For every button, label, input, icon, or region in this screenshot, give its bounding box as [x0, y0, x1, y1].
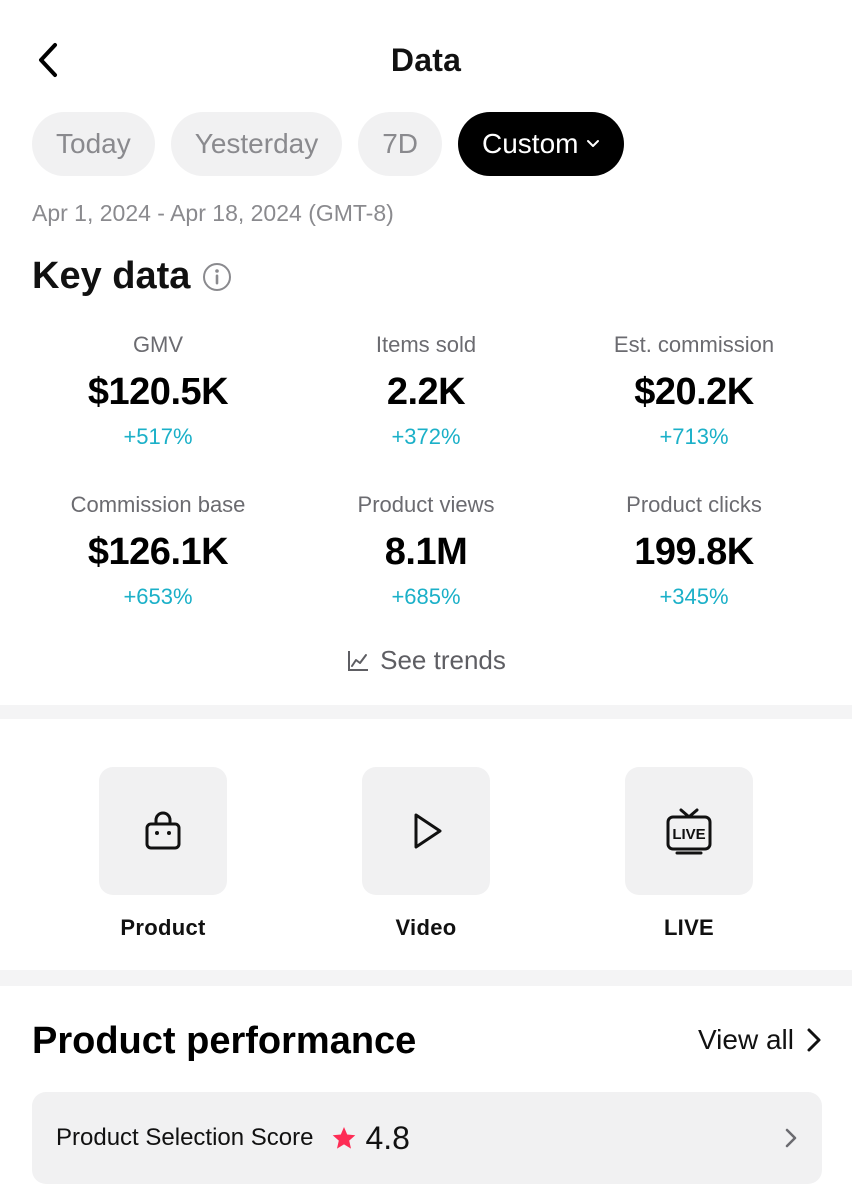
metric-value: $20.2K: [634, 371, 754, 413]
metric-value: 2.2K: [386, 371, 466, 413]
view-all-link[interactable]: View all: [698, 1024, 822, 1056]
shopping-bag-icon: [145, 811, 181, 850]
metrics-grid: GMV $120.5K +517% Items sold 2.2K +372% …: [24, 330, 828, 610]
score-label: Product Selection Score: [56, 1124, 314, 1151]
metric-items-sold: Items sold 2.2K +372%: [292, 330, 560, 450]
shortcut-tile: LIVE: [625, 767, 753, 895]
chevron-right-icon: [784, 1127, 798, 1149]
metric-change: +517%: [123, 424, 193, 449]
svg-text:LIVE: LIVE: [672, 826, 705, 843]
tab-label: 7D: [382, 128, 419, 159]
chevron-down-icon: [586, 139, 600, 149]
metric-label: Product clicks: [626, 492, 762, 517]
metric-commission-base: Commission base $126.1K +653%: [24, 490, 292, 610]
metric-value: 199.8K: [634, 531, 754, 573]
chevron-left-icon: [39, 43, 57, 77]
product-performance-title: Product performance: [32, 1020, 417, 1062]
see-trends-label: See trends: [380, 645, 506, 675]
key-data-header: Key data: [32, 255, 232, 298]
tab-7d[interactable]: 7D: [358, 112, 443, 176]
shortcut-tile: [99, 767, 227, 895]
play-icon: [414, 813, 442, 849]
shortcut-live[interactable]: LIVE LIVE: [625, 767, 753, 941]
section-divider: [0, 970, 852, 986]
product-selection-score-card[interactable]: Product Selection Score 4.8: [32, 1092, 822, 1184]
tab-label: Yesterday: [194, 128, 319, 159]
section-divider: [0, 705, 852, 719]
metric-product-clicks: Product clicks 199.8K +345%: [560, 490, 828, 610]
view-all-label: View all: [698, 1024, 794, 1055]
chevron-right-icon: [806, 1027, 822, 1053]
tab-label: Custom: [482, 128, 579, 159]
metric-gmv: GMV $120.5K +517%: [24, 330, 292, 450]
metric-product-views: Product views 8.1M +685%: [292, 490, 560, 610]
date-range: Apr 1, 2024 - Apr 18, 2024 (GMT-8): [32, 200, 394, 226]
metric-label: GMV: [132, 332, 184, 357]
metric-value: $126.1K: [87, 531, 229, 573]
metric-value: $120.5K: [87, 371, 229, 413]
see-trends-link[interactable]: See trends: [0, 645, 852, 676]
page-title: Data: [390, 42, 462, 78]
metric-label: Product views: [357, 492, 495, 517]
star-icon: [331, 1125, 357, 1151]
live-tv-icon: LIVE: [666, 808, 712, 855]
metric-change: +685%: [391, 584, 461, 609]
shortcut-label: Video: [395, 915, 457, 940]
shortcut-tile: [362, 767, 490, 895]
tab-today[interactable]: Today: [32, 112, 155, 176]
date-filter-tabs: Today Yesterday 7D Custom: [32, 112, 625, 176]
metric-change: +372%: [391, 424, 461, 449]
metric-change: +713%: [659, 424, 729, 449]
header: Data: [0, 0, 852, 120]
metric-label: Items sold: [375, 332, 477, 357]
metric-change: +653%: [123, 584, 193, 609]
shortcut-label: LIVE: [663, 915, 715, 940]
metric-est-commission: Est. commission $20.2K +713%: [560, 330, 828, 450]
metric-change: +345%: [659, 584, 729, 609]
tab-yesterday[interactable]: Yesterday: [170, 112, 343, 176]
line-chart-icon: [346, 649, 370, 673]
shortcut-video[interactable]: Video: [362, 767, 490, 941]
metric-label: Est. commission: [613, 332, 775, 357]
metric-value: 8.1M: [384, 531, 468, 573]
metric-label: Commission base: [70, 492, 246, 517]
shortcut-product[interactable]: Product: [99, 767, 227, 941]
tab-label: Today: [56, 128, 131, 159]
score-value: 4.8: [365, 1119, 410, 1156]
back-button[interactable]: [28, 38, 68, 82]
section-title: Key data: [32, 255, 191, 297]
info-icon[interactable]: [202, 262, 232, 292]
shortcut-label: Product: [120, 915, 206, 940]
tab-custom[interactable]: Custom: [458, 112, 625, 176]
